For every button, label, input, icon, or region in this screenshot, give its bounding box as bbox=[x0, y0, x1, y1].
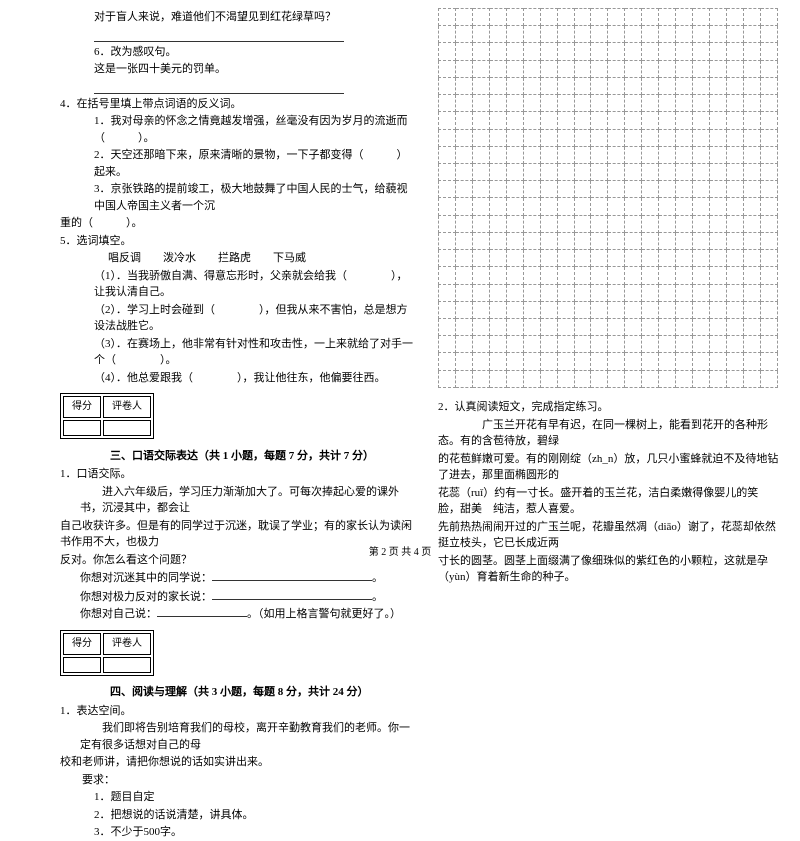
answer-blank bbox=[212, 569, 372, 581]
page-footer: 第 2 页 共 4 页 bbox=[0, 545, 800, 561]
answer-blank bbox=[94, 80, 344, 94]
s4-req-item: 1．题目自定 bbox=[94, 789, 418, 806]
section-3-title: 三、口语交际表达（共 1 小题，每题 7 分，共计 7 分） bbox=[110, 448, 374, 466]
score-header: 得分 bbox=[63, 396, 101, 418]
s4-req: 要求： bbox=[60, 772, 418, 789]
q5-item: （2）．学习上时会碰到（ ），但我从来不害怕，总是想方设法战胜它。 bbox=[94, 302, 418, 335]
question-4: 4．在括号里填上带点词语的反义词。 bbox=[60, 96, 418, 113]
answer-blank bbox=[157, 616, 247, 617]
s3-para: 进入六年级后，学习压力渐渐加大了。可每次捧起心爱的课外书，沉浸其中，都会让 bbox=[80, 484, 418, 517]
s3-prompt-c: 你想对自己说：。（如用上格言警句就更好了。） bbox=[80, 606, 418, 623]
q5-words: 唱反调 泼冷水 拦路虎 下马威 bbox=[108, 250, 418, 267]
grid-table bbox=[438, 8, 778, 388]
left-column: 对于盲人来说，难道他们不渴望见到红花绿草吗？ 6．改为感叹句。 这是一张四十美元… bbox=[60, 8, 430, 545]
q4-item: 2．天空还那暗下来，原来清晰的景物，一下子都变得（ ）起来。 bbox=[94, 147, 418, 180]
score-box: 得分 评卷人 bbox=[60, 630, 154, 676]
s4-req-item: 3．不少于500字。 bbox=[94, 824, 418, 841]
right-column: 2．认真阅读短文，完成指定练习。 广玉兰开花有早有迟，在同一棵树上，能看到花开的… bbox=[430, 8, 780, 545]
passage-line: 广玉兰开花有早有迟，在同一棵树上，能看到花开的各种形态。有的含苞待放，碧绿 bbox=[438, 417, 780, 450]
question-6-text: 这是一张四十美元的罚单。 bbox=[94, 61, 418, 78]
s4-q1: 1．表达空间。 bbox=[60, 703, 418, 720]
q5-item: （1）．当我骄傲自满、得意忘形时，父亲就会给我（ ），让我认清自己。 bbox=[94, 268, 418, 301]
answer-blank bbox=[212, 588, 372, 600]
s3-prompt-b: 你想对极力反对的家长说：。 bbox=[80, 588, 418, 606]
question-6: 6．改为感叹句。 bbox=[94, 44, 418, 61]
q5-item: （4）．他总爱跟我（ ），我让他往东，他偏要往西。 bbox=[94, 370, 418, 387]
s3-prompt-a: 你想对沉迷其中的同学说：。 bbox=[80, 569, 418, 587]
page-container: 对于盲人来说，难道他们不渴望见到红花绿草吗？ 6．改为感叹句。 这是一张四十美元… bbox=[0, 0, 800, 545]
q4-item: 3．京张铁路的提前竣工，极大地鼓舞了中国人民的士气，给藐视中国人帝国主义者一个沉 bbox=[94, 181, 418, 214]
q5-item: （3）．在赛场上，他非常有针对性和攻击性，一上来就给了对手一个（ ）。 bbox=[94, 336, 418, 369]
writing-grid bbox=[438, 8, 778, 388]
s4-req-item: 2．把想说的话说清楚，讲具体。 bbox=[94, 807, 418, 824]
section-4-title: 四、阅读与理解（共 3 小题，每题 8 分，共计 24 分） bbox=[110, 684, 369, 702]
q2-title: 2．认真阅读短文，完成指定练习。 bbox=[438, 399, 780, 416]
text-line: 对于盲人来说，难道他们不渴望见到红花绿草吗？ bbox=[94, 9, 418, 26]
passage-line: 花蕊（ruǐ）约有一寸长。盛开着的玉兰花，洁白柔嫩得像婴儿的笑脸，甜美 纯洁，惹… bbox=[438, 485, 780, 518]
reviewer-header: 评卷人 bbox=[103, 633, 151, 655]
answer-blank bbox=[94, 28, 344, 42]
passage-line: 的花苞鲜嫩可爱。有的刚刚绽（zh_n）放，几只小蜜蜂就迫不及待地钻了进去，那里面… bbox=[438, 451, 780, 484]
q4-item: 1．我对母亲的怀念之情竟越发增强，丝毫没有因为岁月的流逝而（ ）。 bbox=[94, 113, 418, 146]
s4-para: 校和老师讲，请把你想说的话如实讲出来。 bbox=[60, 754, 418, 771]
reviewer-header: 评卷人 bbox=[103, 396, 151, 418]
s4-para: 我们即将告别培育我们的母校，离开辛勤教育我们的老师。你一定有很多话想对自己的母 bbox=[80, 720, 418, 753]
score-box: 得分 评卷人 bbox=[60, 393, 154, 439]
score-header: 得分 bbox=[63, 633, 101, 655]
s3-q1: 1．口语交际。 bbox=[60, 466, 418, 483]
q4-item-cont: 重的（ ）。 bbox=[60, 215, 418, 232]
question-5: 5．选词填空。 bbox=[60, 233, 418, 250]
